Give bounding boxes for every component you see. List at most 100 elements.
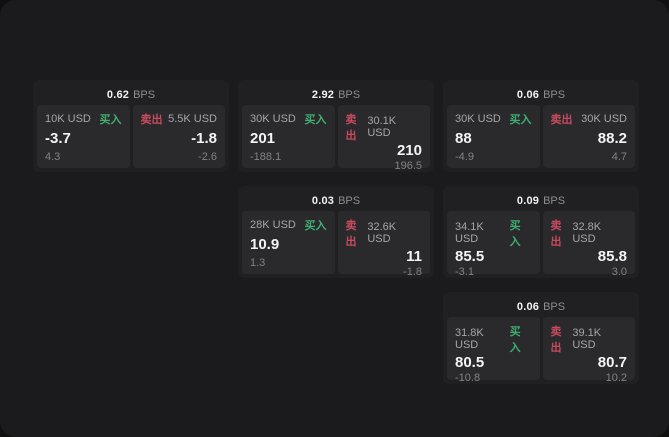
bps-unit: BPS: [543, 194, 566, 207]
bps-header: 2.92 BPS: [242, 84, 430, 105]
buy-price: 201: [250, 129, 276, 147]
sell-amount: 32.8K USD: [572, 221, 602, 245]
buy-panel[interactable]: 34.1K USD 买入 85.5 -3.1: [447, 211, 540, 278]
bps-value: 0.09: [516, 194, 540, 207]
buy-delta: -3.1: [455, 265, 474, 278]
bps-value: 0.62: [106, 88, 130, 101]
sell-panel[interactable]: 卖出 30.1K USD 210 196.5: [337, 105, 430, 172]
sell-panel[interactable]: 卖出 5.5K USD -1.8 -2.6: [132, 105, 225, 168]
sell-button[interactable]: 卖出: [550, 326, 562, 354]
sell-amount: 39.1K USD: [572, 327, 602, 351]
sell-price: 11: [406, 248, 422, 265]
sell-panel[interactable]: 卖出 32.6K USD 11 -1.8: [337, 211, 430, 278]
sell-button[interactable]: 卖出: [345, 114, 357, 142]
quote-card: 0.62 BPS 10K USD 买入 -3.7 4.3 卖出 5.5K USD…: [33, 80, 229, 172]
quote-panels: 10K USD 买入 -3.7 4.3 卖出 5.5K USD -1.8 -2.…: [37, 105, 225, 168]
sell-price: 88.2: [597, 129, 627, 147]
quote-panels: 30K USD 买入 88 -4.9 卖出 30K USD 88.2 4.7: [447, 105, 635, 168]
sell-panel-top: 卖出 32.8K USD: [551, 217, 628, 249]
sell-button[interactable]: 卖出: [550, 220, 562, 248]
buy-panel-top: 30K USD 买入: [250, 111, 327, 127]
bps-header: 0.06 BPS: [447, 296, 635, 317]
buy-amount: 28K USD: [250, 219, 296, 231]
bps-value: 2.92: [311, 88, 335, 101]
sell-panel[interactable]: 卖出 30K USD 88.2 4.7: [542, 105, 635, 168]
buy-panel-top: 31.8K USD 买入: [455, 323, 532, 355]
sell-delta: 10.2: [605, 371, 627, 384]
bps-value: 0.03: [311, 194, 335, 207]
buy-button[interactable]: 买入: [509, 326, 521, 354]
buy-amount: 10K USD: [45, 113, 91, 125]
sell-button[interactable]: 卖出: [550, 114, 573, 126]
buy-panel[interactable]: 31.8K USD 买入 80.5 -10.8: [447, 317, 540, 384]
sell-button[interactable]: 卖出: [140, 114, 163, 126]
buy-delta: -4.9: [455, 151, 474, 163]
sell-amount: 5.5K USD: [168, 113, 217, 125]
buy-panel[interactable]: 28K USD 买入 10.9 1.3: [242, 211, 335, 274]
bps-value: 0.06: [516, 300, 540, 313]
quote-panels: 28K USD 买入 10.9 1.3 卖出 32.6K USD 11 -1.8: [242, 211, 430, 278]
buy-button[interactable]: 买入: [99, 114, 122, 126]
bps-header: 0.62 BPS: [37, 84, 225, 105]
buy-price: 80.5: [455, 354, 485, 371]
sell-price: 80.7: [597, 354, 627, 371]
quote-card: 2.92 BPS 30K USD 买入 201 -188.1 卖出 30.1K …: [238, 80, 434, 172]
buy-delta: 4.3: [45, 151, 61, 163]
buy-button[interactable]: 买入: [304, 220, 327, 232]
quote-card: 0.03 BPS 28K USD 买入 10.9 1.3 卖出 32.6K US…: [238, 186, 434, 278]
bps-unit: BPS: [543, 88, 566, 101]
bps-unit: BPS: [133, 88, 156, 101]
quote-panels: 34.1K USD 买入 85.5 -3.1 卖出 32.8K USD 85.8…: [447, 211, 635, 278]
bps-header: 0.03 BPS: [242, 190, 430, 211]
buy-panel[interactable]: 30K USD 买入 88 -4.9: [447, 105, 540, 168]
sell-panel[interactable]: 卖出 32.8K USD 85.8 3.0: [542, 211, 635, 278]
sell-price: -1.8: [191, 129, 217, 147]
buy-button[interactable]: 买入: [509, 220, 521, 248]
buy-panel-top: 28K USD 买入: [250, 217, 327, 233]
sell-delta: 196.5: [394, 159, 422, 172]
bps-header: 0.06 BPS: [447, 84, 635, 105]
buy-delta: 1.3: [250, 257, 266, 269]
quote-card: 0.06 BPS 30K USD 买入 88 -4.9 卖出 30K USD 8…: [443, 80, 639, 172]
sell-delta: 4.7: [611, 151, 627, 163]
quote-panels: 30K USD 买入 201 -188.1 卖出 30.1K USD 210 1…: [242, 105, 430, 172]
buy-price: 88: [455, 129, 472, 147]
buy-price: 85.5: [455, 248, 485, 265]
sell-amount: 30.1K USD: [367, 115, 397, 139]
sell-delta: -2.6: [198, 151, 217, 163]
sell-panel-top: 卖出 39.1K USD: [551, 323, 628, 355]
sell-delta: -1.8: [403, 265, 422, 278]
sell-amount: 32.6K USD: [367, 221, 397, 245]
bps-unit: BPS: [338, 88, 361, 101]
buy-panel-top: 10K USD 买入: [45, 111, 122, 127]
buy-button[interactable]: 买入: [304, 114, 327, 126]
quote-panels: 31.8K USD 买入 80.5 -10.8 卖出 39.1K USD 80.…: [447, 317, 635, 384]
bps-value: 0.06: [516, 88, 540, 101]
quote-card: 0.06 BPS 31.8K USD 买入 80.5 -10.8 卖出 39.1…: [443, 292, 639, 384]
sell-button[interactable]: 卖出: [345, 220, 357, 248]
quotes-grid: 0.62 BPS 10K USD 买入 -3.7 4.3 卖出 5.5K USD…: [33, 80, 639, 384]
buy-amount: 30K USD: [250, 113, 296, 125]
bps-unit: BPS: [543, 300, 566, 313]
buy-amount: 31.8K USD: [455, 327, 484, 351]
buy-price: -3.7: [45, 129, 71, 147]
buy-amount: 30K USD: [455, 113, 501, 125]
buy-delta: -10.8: [455, 371, 481, 384]
buy-price: 10.9: [250, 235, 280, 253]
buy-panel[interactable]: 10K USD 买入 -3.7 4.3: [37, 105, 130, 168]
sell-panel-top: 卖出 5.5K USD: [141, 111, 218, 127]
sell-delta: 3.0: [611, 265, 627, 278]
buy-button[interactable]: 买入: [509, 114, 532, 126]
sell-amount: 30K USD: [581, 113, 627, 125]
sell-panel[interactable]: 卖出 39.1K USD 80.7 10.2: [542, 317, 635, 384]
sell-panel-top: 卖出 30K USD: [551, 111, 628, 127]
buy-panel-top: 34.1K USD 买入: [455, 217, 532, 249]
sell-price: 85.8: [597, 248, 627, 265]
sell-panel-top: 卖出 30.1K USD: [346, 111, 423, 143]
buy-panel-top: 30K USD 买入: [455, 111, 532, 127]
bps-header: 0.09 BPS: [447, 190, 635, 211]
bps-unit: BPS: [338, 194, 361, 207]
quote-card: 0.09 BPS 34.1K USD 买入 85.5 -3.1 卖出 32.8K…: [443, 186, 639, 278]
buy-panel[interactable]: 30K USD 买入 201 -188.1: [242, 105, 335, 168]
